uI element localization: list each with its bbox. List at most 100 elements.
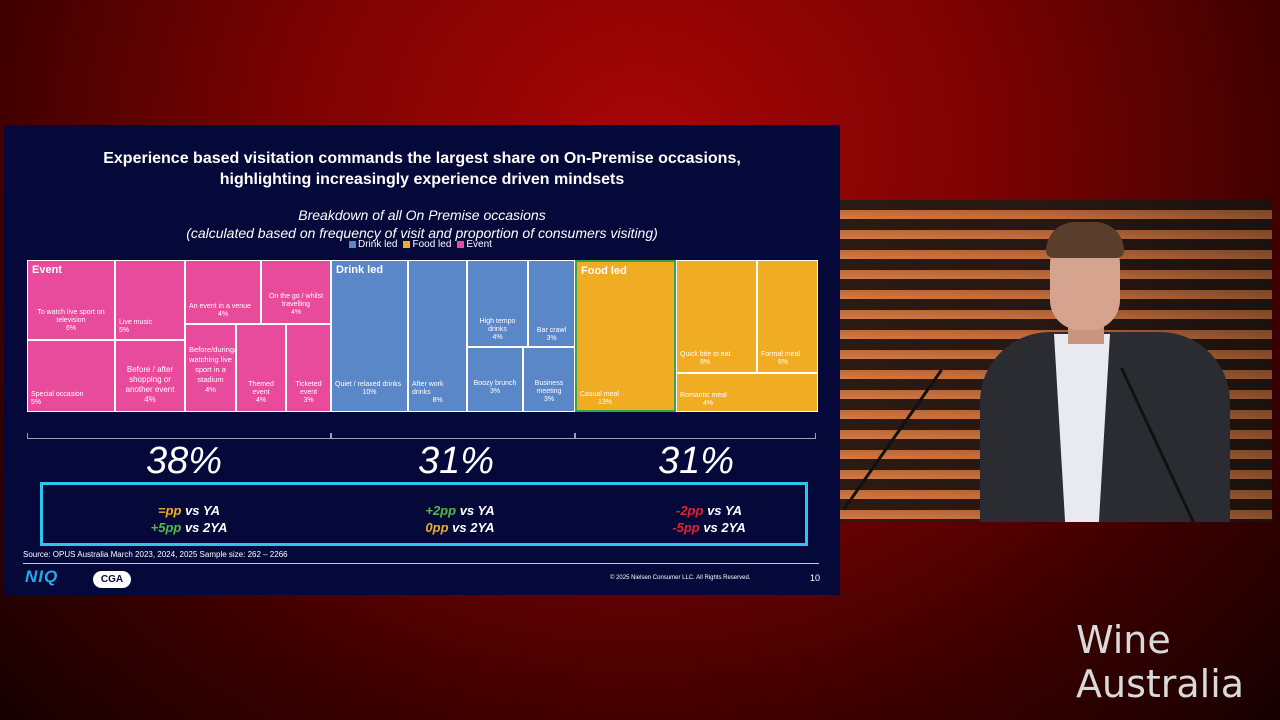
change-value: +2pp [425, 503, 457, 518]
treemap-cell-text: Live music 5% [119, 319, 181, 335]
share-event: 38% [145, 440, 223, 482]
group-bracket-event [27, 431, 331, 439]
treemap-cell-value: 4% [144, 395, 156, 404]
treemap-cell-label: Business meeting [534, 380, 564, 395]
change-value: +5pp [150, 520, 182, 535]
treemap-cell-event-in-venue: An event in a venue 4% [185, 260, 261, 324]
treemap-cell-value: 3% [543, 396, 555, 403]
treemap-cell-text: Casual meal 13% [580, 391, 671, 407]
change-event-ya: =pp vs YA [89, 502, 289, 519]
change-box: =pp vs YA +5pp vs 2YA +2pp vs YA 0pp vs … [40, 482, 808, 546]
treemap-cell-value: 13% [597, 399, 612, 406]
change-suffix: vs YA [456, 503, 495, 518]
treemap-group-label-food-led: Food led [581, 265, 627, 277]
treemap-cell-label: Ticketed event [295, 381, 322, 396]
change-food-led: -2pp vs YA -5pp vs 2YA [609, 502, 809, 536]
treemap-cell-label: Before/during/after watching live sport … [189, 345, 252, 384]
treemap-cell-live-sport-stadium: Before/during/after watching live sport … [185, 324, 252, 412]
legend-item-food-led: Food led [403, 239, 451, 250]
treemap-cell-value: 4% [217, 311, 229, 318]
legend-swatch-drink-led [349, 241, 356, 248]
treemap-cell-text: Quick bite to eat 8% [680, 351, 753, 367]
legend-label-event: Event [466, 239, 492, 250]
treemap-cell-value: 4% [255, 397, 267, 404]
treemap-cell-label: Bar crawl [536, 327, 567, 334]
brand-line-1: Wine [1076, 618, 1171, 662]
change-suffix: vs YA [181, 503, 221, 518]
treemap-group-label-event: Event [32, 264, 62, 276]
treemap-cell-value: 3% [303, 397, 314, 404]
treemap-cell-after-work-drinks: After work drinks 8% [408, 260, 467, 412]
slide-title-line-1: Experience based visitation commands the… [103, 150, 741, 167]
treemap-cell-live-sport-tv: Event To watch live sport on television 6… [27, 260, 115, 340]
wine-australia-logo: Wine Australia [1076, 618, 1276, 706]
treemap-cell-label: Casual meal [580, 391, 619, 398]
treemap-cell-boozy-brunch: Boozy brunch 3% [467, 347, 523, 412]
chart-subtitle-line-2: (calculated based on frequency of visit … [186, 225, 658, 241]
treemap-cell-business-meeting: Business meeting 3% [523, 347, 575, 412]
speaker-shirt [1054, 334, 1110, 522]
treemap-cell-label: Romantic meal [680, 392, 727, 399]
treemap-cell-text: Romantic meal 4% [680, 392, 814, 408]
legend-label-drink-led: Drink led [358, 239, 398, 250]
copyright-note: © 2025 Nielsen Consumer LLC. All Rights … [610, 575, 751, 581]
change-suffix: vs 2YA [699, 520, 746, 535]
cga-logo: CGA [93, 571, 131, 588]
treemap-cell-value: 4% [205, 385, 216, 394]
share-food-led: 31% [657, 440, 735, 482]
treemap-cell-value: 8% [432, 397, 443, 404]
slide-title: Experience based visitation commands the… [4, 148, 840, 190]
page-number: 10 [810, 573, 821, 583]
legend-label-food-led: Food led [412, 239, 452, 250]
treemap-cell-text: Formal meal 6% [761, 351, 814, 367]
treemap-cell-before-after-shopping: Before / after shopping or another event… [115, 340, 185, 412]
chart-legend: Drink led Food led Event [349, 239, 492, 250]
legend-swatch-food-led [403, 241, 411, 248]
treemap-cell-value: 4% [492, 334, 503, 341]
brand-line-2: Australia [1076, 662, 1245, 706]
treemap-cell-label: Special occasion [31, 391, 84, 398]
change-drink-led-ya: +2pp vs YA [360, 502, 560, 519]
speaker-video [840, 200, 1272, 522]
treemap-cell-value: 3% [489, 388, 501, 395]
treemap-cell-text: Themed event 4% [240, 381, 282, 405]
treemap-cell-value: 4% [702, 400, 714, 407]
treemap-cell-value: 5% [119, 327, 130, 334]
treemap-cell-label: Themed event [248, 381, 274, 396]
treemap-cell-value: 4% [290, 309, 302, 316]
treemap-cell-label: After work drinks [412, 381, 444, 396]
treemap-cell-high-tempo-drinks: High tempo drinks 4% [467, 260, 528, 347]
legend-item-event: Event [457, 239, 492, 250]
treemap-cell-value: 10% [362, 389, 377, 396]
treemap-cell-label: Boozy brunch [473, 380, 517, 387]
presentation-slide: Experience based visitation commands the… [4, 125, 840, 595]
source-note: Source: OPUS Australia March 2023, 2024,… [23, 550, 288, 559]
treemap-cell-text: High tempo drinks 4% [471, 318, 524, 342]
treemap-cell-live-music: Live music 5% [115, 260, 185, 340]
treemap-cell-label: Quiet / relaxed drinks [335, 381, 402, 388]
treemap-cell-value: 6% [777, 359, 789, 366]
treemap-cell-themed-event: Themed event 4% [236, 324, 286, 412]
treemap-cell-label: Live music [119, 319, 153, 326]
chart-subtitle: Breakdown of all On Premise occasions (c… [4, 206, 840, 242]
treemap-cell-text: After work drinks 8% [412, 381, 463, 405]
legend-swatch-event [457, 241, 465, 248]
treemap-cell-text: An event in a venue 4% [189, 303, 257, 319]
treemap-cell-text: Bar crawl 3% [532, 327, 571, 343]
treemap-cell-label: On the go / whilst travelling [268, 293, 324, 308]
treemap-cell-quick-bite: Quick bite to eat 8% [676, 260, 757, 373]
group-bracket-drink-led [331, 431, 575, 439]
treemap-cell-text: Business meeting 3% [527, 380, 571, 404]
legend-item-drink-led: Drink led [349, 239, 397, 250]
treemap-cell-casual-meal: Food led Casual meal 13% [575, 260, 676, 412]
treemap-cell-value: 8% [699, 359, 711, 366]
treemap-cell-text: Ticketed event 3% [290, 381, 327, 405]
treemap-cell-label: Before / after shopping or another event [125, 365, 175, 394]
slide-title-line-2: highlighting increasingly experience dri… [219, 171, 625, 188]
occasions-treemap: Event To watch live sport on television 6… [4, 125, 840, 595]
chart-subtitle-line-1: Breakdown of all On Premise occasions [298, 207, 546, 223]
treemap-cell-on-the-go: On the go / whilst travelling 4% [261, 260, 331, 324]
treemap-cell-text: Before / after shopping or another event… [119, 365, 181, 405]
treemap-cell-text: Before/during/after watching live sport … [189, 345, 252, 395]
treemap-cell-bar-crawl: Bar crawl 3% [528, 260, 575, 347]
